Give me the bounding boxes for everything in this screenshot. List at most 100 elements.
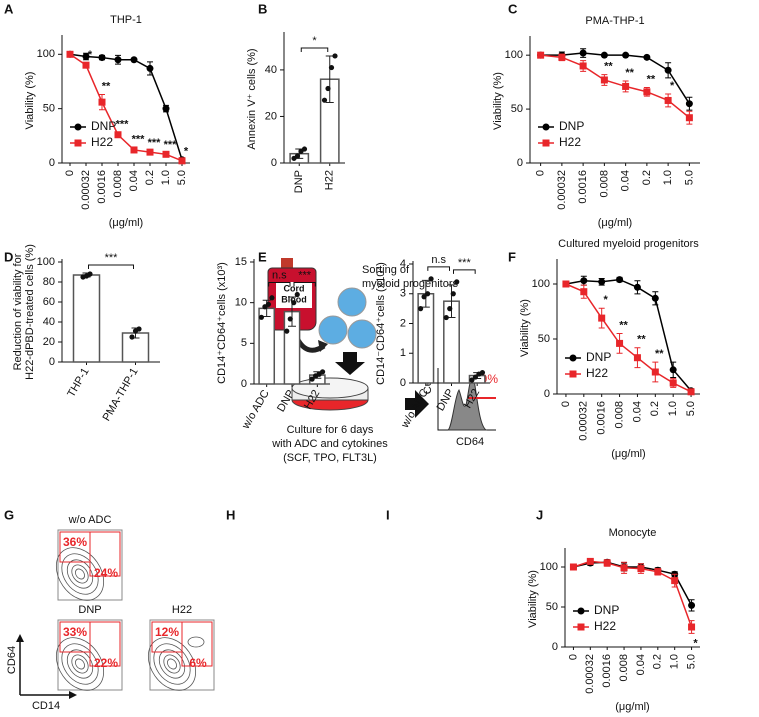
marker: [616, 339, 624, 347]
significance: ***: [105, 252, 119, 264]
dish-top: [291, 377, 369, 399]
x-tick-label: DNP: [293, 170, 305, 193]
marker: [562, 280, 570, 288]
cell: [318, 315, 348, 345]
y-tick-label: 20: [265, 110, 277, 122]
data-point: [424, 291, 431, 297]
x-tick-label: 0.00032: [584, 654, 596, 694]
flow-title: H22: [172, 604, 192, 616]
data-point: [321, 97, 328, 103]
y-tick-label: 100: [37, 256, 55, 268]
significance: n.s: [431, 254, 446, 266]
cells: [318, 287, 377, 349]
y-tick-label: 0: [517, 157, 523, 169]
marker: [569, 563, 577, 571]
data-point: [294, 291, 300, 298]
x-tick-label: 1.0: [160, 170, 172, 185]
marker: [130, 146, 138, 154]
bar: [72, 274, 101, 363]
x-tick-label: 0: [535, 170, 547, 176]
marker: [580, 288, 588, 296]
legend-label: DNP: [594, 603, 619, 617]
legend-label: H22: [559, 135, 581, 149]
data-point: [294, 153, 301, 159]
significance: **: [619, 319, 628, 331]
chart-title: PMA-THP-1: [585, 15, 644, 27]
marker: [146, 148, 154, 156]
flow-title: DNP: [78, 604, 101, 616]
x-tick-label: 0: [567, 654, 579, 660]
marker: [580, 277, 588, 285]
legend-label: DNP: [91, 119, 116, 133]
marker: [688, 623, 696, 631]
y-tick-label: 0: [400, 377, 406, 389]
x-tick-label: 1.0: [662, 170, 674, 185]
panel-letter: G: [4, 507, 14, 522]
contour: [187, 636, 205, 648]
panel-letter: E: [258, 249, 267, 264]
flow-xlabel: CD14: [32, 700, 60, 712]
x-axis-label: (μg/ml): [109, 217, 143, 229]
bag-port: [281, 258, 293, 268]
y-tick-label: 50: [538, 333, 550, 345]
bracket: [427, 266, 450, 271]
panel-letter: D: [4, 249, 13, 264]
marker: [654, 568, 662, 576]
y-tick-label: 0: [544, 388, 550, 400]
marker: [600, 51, 608, 59]
legend-marker: [542, 139, 550, 147]
data-point: [287, 316, 293, 322]
axis-arrows: [19, 637, 74, 696]
legend-label: H22: [91, 135, 113, 149]
y-axis-label: Reduction of viability for: [12, 253, 24, 370]
marker: [537, 51, 545, 59]
flow-title: w/o ADC: [68, 514, 112, 526]
gate-percent: 12%: [155, 625, 179, 639]
significance: *: [604, 294, 609, 306]
significance: **: [625, 67, 634, 79]
x-tick-label: 0.0016: [601, 654, 613, 688]
y-tick-label: 0: [49, 157, 55, 169]
significance: **: [604, 60, 613, 72]
y-tick-label: 20: [43, 336, 55, 348]
panel-letter: H: [226, 507, 235, 522]
x-tick-label: 0.04: [631, 401, 643, 422]
x-tick-label: 5.0: [176, 170, 188, 185]
gate-percent: 33%: [63, 625, 87, 639]
x-tick-label: 0.0016: [596, 401, 608, 435]
marker: [586, 557, 594, 565]
marker: [633, 283, 641, 291]
data-point: [87, 271, 93, 277]
flow-ylabel: CD64: [6, 646, 18, 674]
x-tick-label: 0.2: [144, 170, 156, 185]
data-point: [332, 53, 338, 59]
data-point: [479, 369, 486, 376]
series-line: [540, 52, 691, 105]
y-tick-label: 3: [400, 288, 406, 300]
marker: [643, 88, 651, 96]
marker: [687, 388, 695, 396]
y-tick-label: 40: [43, 316, 55, 328]
x-tick-label: 5.0: [683, 170, 695, 185]
culture-text: (SCF, TPO, FLT3L): [283, 452, 377, 464]
y-tick-label: 0: [49, 356, 55, 368]
legend-marker: [569, 354, 577, 362]
panel-letter: F: [508, 249, 516, 264]
marker: [600, 76, 608, 84]
y-tick-label: 50: [511, 103, 523, 115]
gate-percent: 22%: [94, 656, 118, 670]
marker: [178, 157, 186, 165]
contour: [75, 568, 85, 580]
x-tick-label: 0: [560, 401, 572, 407]
data-point: [428, 276, 434, 282]
contour: [55, 637, 105, 691]
data-point: [136, 326, 142, 332]
significance: *: [670, 80, 675, 92]
culture-text: with ADC and cytokines: [271, 438, 388, 450]
x-tick-label: 0.04: [635, 654, 647, 675]
cell: [347, 319, 377, 349]
x-tick-label: 0.0016: [577, 170, 589, 204]
bag-label: Blood: [281, 294, 307, 304]
legend-label: DNP: [559, 119, 584, 133]
panel-letter: A: [4, 1, 14, 16]
